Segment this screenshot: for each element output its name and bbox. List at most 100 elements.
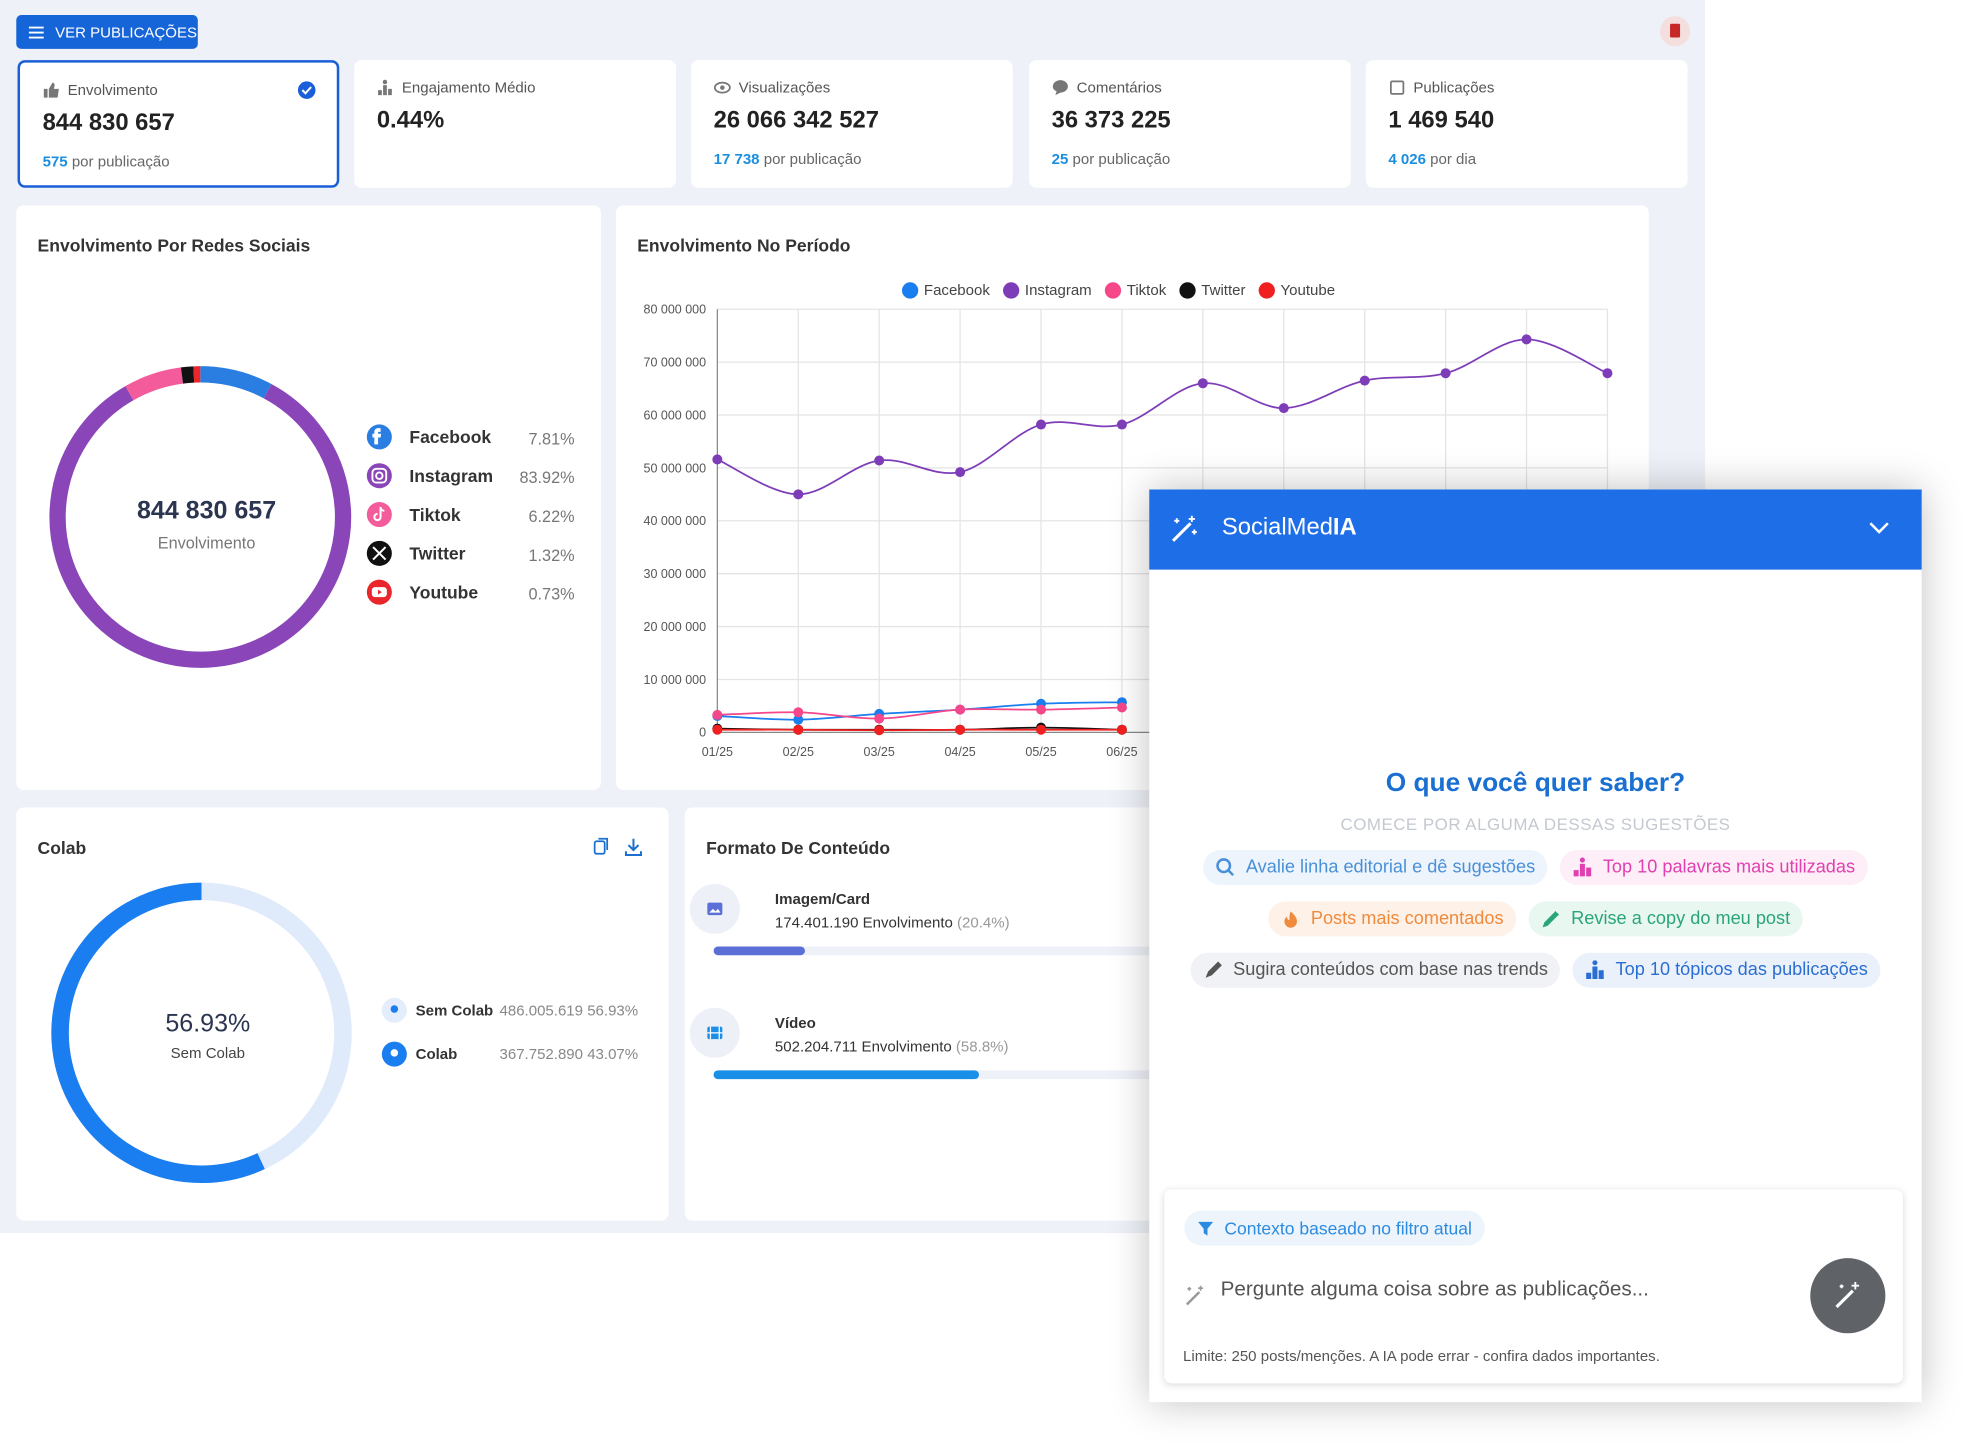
- legend-share: 43.07%: [587, 1046, 638, 1063]
- kpi-sub: 25 por publicação: [1052, 150, 1171, 168]
- legend-label: Facebook: [924, 282, 990, 299]
- shape: [1389, 80, 1405, 95]
- chip-text: Revise a copy do meu post: [1571, 908, 1791, 929]
- x-tick-label: 05/25: [1025, 745, 1056, 759]
- view-posts-button[interactable]: VER PUBLICAÇÕES: [16, 15, 198, 49]
- colab-card: Colab 56.93% Sem Colab Sem Colab 486.005.61…: [16, 807, 669, 1221]
- series-point: [1036, 419, 1047, 430]
- format-value: 502.204.711 Envolvimento (58.8%): [775, 1038, 1009, 1056]
- shape: [1174, 515, 1197, 535]
- kpi-sub: 4 026 por dia: [1388, 150, 1476, 168]
- kpi-label-row: Visualizações: [713, 79, 830, 96]
- shape: [1227, 869, 1235, 876]
- format-share: (20.4%): [957, 913, 1010, 932]
- series-point: [793, 714, 804, 725]
- shape: [1216, 858, 1232, 874]
- suggestion-chip[interactable]: Sugira conteúdos com base nas trends: [1190, 952, 1561, 988]
- copy-icon[interactable]: [593, 840, 606, 855]
- input-placeholder[interactable]: Pergunte alguma coisa sobre as publicaçõ…: [1220, 1278, 1649, 1301]
- collapse-icon[interactable]: [1868, 520, 1891, 538]
- download-icon[interactable]: [624, 838, 642, 857]
- shape: [383, 85, 387, 96]
- legend-amount: 367.752.890: [500, 1046, 584, 1063]
- kpi-card[interactable]: Engajamento Médio 0.44%: [354, 60, 677, 188]
- shape: [1185, 1291, 1201, 1306]
- suggestion-chip[interactable]: Avalie linha editorial e dê sugestões: [1203, 850, 1548, 886]
- format-amount: 174.401.190: [774, 913, 859, 932]
- legend-swatch: [1179, 282, 1196, 299]
- legend-value: 367.752.890 43.07%: [500, 1046, 639, 1063]
- kpi-card[interactable]: Publicações 1 469 540 4 026 por dia: [1365, 60, 1688, 188]
- shape: [1586, 867, 1592, 877]
- legend-icon: [366, 502, 392, 528]
- card-title: Envolvimento No Período: [637, 235, 851, 256]
- kpi-sub: 17 738 por publicação: [714, 150, 862, 168]
- chip-icon: [1284, 911, 1298, 928]
- legend-swatch: [1104, 282, 1122, 299]
- shape: [1542, 910, 1560, 928]
- pdf-icon: [1670, 23, 1681, 38]
- chip-icon: [1205, 961, 1222, 978]
- shape: [1205, 961, 1222, 978]
- pdf-button[interactable]: [1660, 16, 1691, 47]
- kpi-card[interactable]: Visualizações 26 066 342 527 17 738 por pu…: [691, 60, 1013, 188]
- chip-text: Top 10 tópicos das publicações: [1615, 960, 1868, 981]
- shape: [388, 88, 392, 96]
- shape: [707, 902, 723, 916]
- shape: [28, 25, 44, 38]
- series-point: [1278, 403, 1289, 414]
- kpi-sub: 575 por publicação: [43, 153, 170, 171]
- series-point: [1197, 378, 1208, 389]
- kpi-card[interactable]: Comentários 36 373 225 25 por publicação: [1029, 60, 1351, 188]
- suggestion-chip[interactable]: Top 10 palavras mais utilizadas: [1560, 850, 1868, 886]
- suggestion-chip[interactable]: Revise a copy do meu post: [1528, 901, 1803, 937]
- kpi-label: Engajamento Médio: [401, 78, 536, 97]
- legend-name: Facebook: [409, 427, 491, 447]
- series-point: [712, 709, 723, 720]
- series-point: [793, 724, 804, 735]
- format-icon: [689, 1007, 740, 1058]
- kpi-sub-label: por publicação: [763, 150, 862, 168]
- kpi-sub-label: por publicação: [71, 152, 170, 171]
- legend-value: 7.81%: [529, 430, 575, 448]
- context-chip[interactable]: Contexto baseado no filtro atual: [1184, 1210, 1485, 1246]
- button-label: VER PUBLICAÇÕES: [55, 23, 198, 41]
- kpi-card[interactable]: Envolvimento 844 830 657 575 por publicaçã…: [17, 60, 340, 188]
- shape: [378, 589, 382, 595]
- suggestion-row: Sugira conteúdos com base nas trends Top …: [1149, 952, 1921, 988]
- send-icon: [1835, 1281, 1860, 1309]
- assistant-heading: O que você quer saber?: [1385, 768, 1686, 798]
- legend-swatch: [1003, 282, 1020, 299]
- shape: [1580, 863, 1586, 877]
- format-name: Imagem/Card: [774, 890, 871, 908]
- center-value: 844 830 657: [137, 496, 276, 524]
- series-point: [1440, 368, 1451, 379]
- y-tick-label: 30 000 000: [644, 567, 707, 581]
- series-point: [712, 724, 723, 735]
- kpi-label: Envolvimento: [67, 81, 158, 99]
- menu-icon: [28, 25, 44, 38]
- suggestion-chip[interactable]: Posts mais comentados: [1268, 901, 1517, 937]
- suggestion-chip[interactable]: Top 10 tópicos das publicações: [1572, 952, 1881, 988]
- legend-icon: [366, 579, 392, 605]
- format-share: (58.8%): [955, 1037, 1009, 1056]
- series-point: [793, 707, 804, 718]
- legend-label: Instagram: [1025, 282, 1092, 299]
- send-button[interactable]: [1810, 1258, 1886, 1334]
- series-point: [1036, 724, 1047, 735]
- shape: [1586, 972, 1592, 979]
- chip-text: Sugira conteúdos com base nas trends: [1233, 960, 1548, 981]
- legend-name: Colab: [416, 1046, 458, 1063]
- kpi-icon: [43, 82, 59, 98]
- legend-icon-glyph: [390, 1049, 399, 1057]
- filter-icon: [1198, 1221, 1214, 1236]
- input-box: Contexto baseado no filtro atual Pergunt…: [1164, 1189, 1903, 1384]
- kpi-sub-label: por dia: [1430, 150, 1477, 168]
- x-tick-label: 01/25: [702, 745, 733, 759]
- kpi-sub-value: 25: [1051, 150, 1069, 168]
- colab-donut: 56.93% Sem Colab Sem Colab 486.005.619 56.9…: [51, 882, 639, 1184]
- chip-icon: [1574, 857, 1592, 877]
- shape: [713, 81, 731, 94]
- format-bar: [713, 946, 806, 956]
